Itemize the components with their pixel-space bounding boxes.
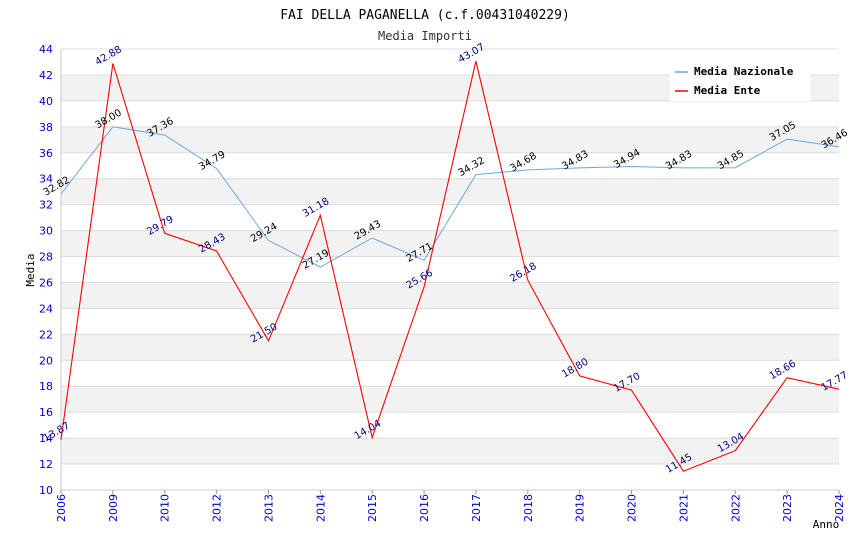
x-tick-label: 2012	[211, 494, 224, 522]
x-tick-label: 2009	[107, 494, 120, 522]
y-tick-label: 14	[39, 432, 53, 445]
y-tick-label: 44	[39, 43, 53, 56]
y-tick-label: 12	[39, 458, 53, 471]
x-axis-ticks: 2006 2009 2010 2012 2013 2014 2015 2016 2017 2018…	[55, 490, 846, 522]
x-tick-label: 2020	[626, 494, 639, 522]
x-tick-label: 2019	[574, 494, 587, 522]
y-tick-label: 30	[39, 225, 53, 238]
y-axis-label: Media	[24, 253, 37, 286]
x-tick-label: 2018	[522, 494, 535, 522]
plot-band	[61, 178, 839, 205]
y-tick-label: 18	[39, 380, 53, 393]
plot-band	[61, 386, 839, 413]
y-axis-ticks: 10 12 14 16 18 20 22 24 26 28 30 32 34 36 38 40 42 44	[39, 43, 53, 497]
x-tick-label: 2017	[470, 494, 483, 522]
plot-band	[61, 334, 839, 361]
y-tick-label: 42	[39, 69, 53, 82]
grid-lines	[60, 48, 839, 491]
x-tick-label: 2013	[262, 494, 275, 522]
data-label-ente: 43.07	[457, 42, 487, 66]
y-tick-label: 34	[39, 173, 53, 186]
y-tick-label: 28	[39, 251, 53, 264]
x-tick-label: 2024	[833, 494, 846, 522]
legend-label-ente: Media Ente	[694, 84, 761, 97]
plot-band	[61, 282, 839, 309]
data-label-nazionale: 34.68	[508, 151, 538, 175]
y-tick-label: 32	[39, 199, 53, 212]
plot-bands	[61, 74, 839, 465]
x-tick-label: 2014	[314, 494, 327, 522]
y-tick-label: 22	[39, 328, 53, 341]
x-tick-label: 2016	[418, 494, 431, 522]
series-group	[60, 60, 840, 472]
x-tick-label: 2023	[781, 494, 794, 522]
y-tick-label: 16	[39, 406, 53, 419]
y-tick-label: 36	[39, 147, 53, 160]
data-label-ente: 42.88	[93, 44, 123, 68]
y-tick-label: 26	[39, 276, 53, 289]
plot-band	[61, 230, 839, 257]
plot-band	[61, 126, 839, 153]
legend: Media Nazionale Media Ente	[670, 61, 810, 101]
chart-subtitle: Media Importi	[378, 29, 472, 43]
legend-box	[670, 61, 810, 101]
x-tick-label: 2022	[729, 494, 742, 522]
y-tick-label: 10	[39, 484, 53, 497]
legend-label-nazionale: Media Nazionale	[694, 65, 794, 78]
data-label-nazionale: 34.32	[457, 155, 487, 179]
x-tick-label: 2021	[677, 494, 690, 522]
y-tick-label: 40	[39, 95, 53, 108]
series-line-ente	[60, 60, 840, 472]
x-tick-label: 2010	[159, 494, 172, 522]
y-tick-label: 38	[39, 121, 53, 134]
plot-band	[61, 438, 839, 465]
x-tick-label: 2006	[55, 494, 68, 522]
x-tick-label: 2015	[366, 494, 379, 522]
chart-title: FAI DELLA PAGANELLA (c.f.00431040229)	[280, 8, 570, 23]
y-tick-label: 24	[39, 302, 53, 315]
y-tick-label: 20	[39, 354, 53, 367]
x-axis-label: Anno	[813, 518, 840, 531]
series-line-nazionale	[60, 126, 840, 268]
